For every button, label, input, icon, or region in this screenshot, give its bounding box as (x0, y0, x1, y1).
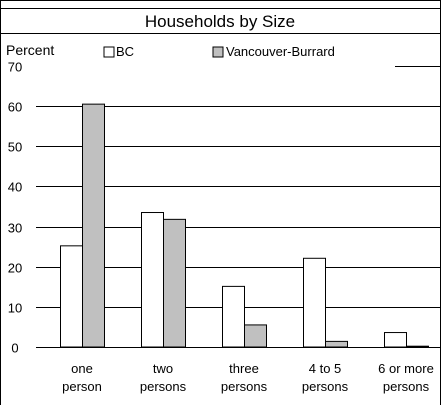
bar-vancouver-burrard (244, 324, 267, 348)
x-tick-label: persons (140, 379, 187, 394)
y-axis-label: Percent (6, 42, 54, 58)
bar-vancouver-burrard (406, 345, 429, 348)
bar-vancouver-burrard (82, 103, 105, 348)
y-tick-label: 30 (8, 221, 22, 236)
x-tick-label: persons (383, 379, 430, 394)
legend-swatch-vancouver-burrard (212, 46, 224, 58)
legend-label-vancouver-burrard: Vancouver-Burrard (226, 44, 335, 59)
bar-vancouver-burrard (163, 218, 186, 348)
x-tick-label: 4 to 5 (309, 361, 342, 376)
y-tick-label: 70 (8, 60, 22, 75)
chart-title: Households by Size (145, 12, 295, 31)
bars (60, 103, 429, 348)
y-tick-label: 60 (8, 100, 22, 115)
bar-bc (60, 245, 83, 348)
x-tick-label: one (71, 361, 93, 376)
bar-bc (303, 257, 326, 348)
x-tick-label: persons (221, 379, 268, 394)
y-tick-label: 0 (11, 341, 18, 356)
legend: BC Vancouver-Burrard (103, 44, 335, 59)
bar-bc (222, 285, 245, 348)
y-tick-labels: 0 10 20 30 40 50 60 70 (8, 60, 22, 356)
y-tick-label: 10 (8, 301, 22, 316)
x-tick-labels: one person two persons three persons 4 to 5 per… (62, 361, 434, 394)
legend-swatch-bc (103, 46, 115, 58)
bar-bc (141, 212, 164, 348)
x-tick-label: 6 or more (378, 361, 434, 376)
y-tick-label: 40 (8, 180, 22, 195)
x-tick-label: two (153, 361, 173, 376)
bar-vancouver-burrard (325, 340, 348, 348)
x-tick-label: persons (302, 379, 349, 394)
legend-label-bc: BC (116, 44, 134, 59)
x-tick-label: person (62, 379, 102, 394)
x-tick-label: three (229, 361, 259, 376)
y-tick-label: 20 (8, 261, 22, 276)
bar-bc (384, 332, 407, 348)
y-tick-label: 50 (8, 140, 22, 155)
